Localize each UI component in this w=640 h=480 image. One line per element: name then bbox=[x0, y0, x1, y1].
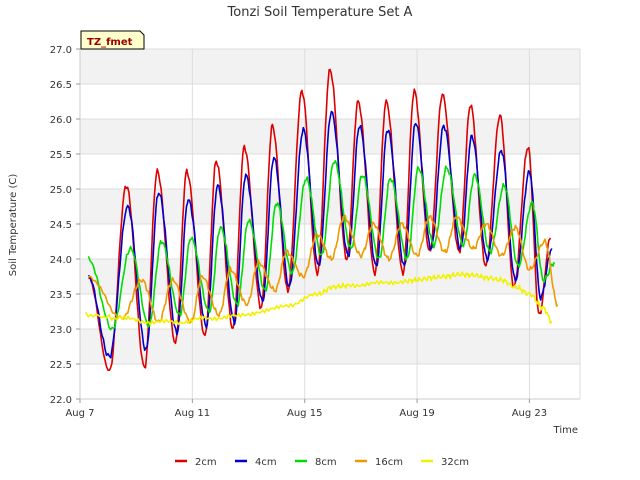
y-tick-label: 26.0 bbox=[50, 115, 72, 126]
y-tick-label: 23.0 bbox=[50, 325, 72, 336]
plot-band bbox=[80, 49, 580, 84]
x-axis-label: Time bbox=[553, 425, 578, 436]
legend-label-2cm: 2cm bbox=[195, 457, 217, 468]
plot-background bbox=[80, 49, 580, 399]
y-tick-label: 22.0 bbox=[50, 395, 72, 406]
x-tick-label: Aug 23 bbox=[512, 408, 547, 419]
x-tick-label: Aug 19 bbox=[399, 408, 434, 419]
series-line-8cm bbox=[87, 159, 556, 331]
y-tick-labels: 22.0 22.5 23.0 23.5 24.0 24.5 25.0 25.5 26.0 26.5… bbox=[50, 45, 80, 406]
x-tick-label: Aug 11 bbox=[175, 408, 210, 419]
legend-label-4cm: 4cm bbox=[255, 457, 277, 468]
series-line-32cm bbox=[84, 271, 553, 326]
legend-label-32cm: 32cm bbox=[441, 457, 469, 468]
plot-band bbox=[80, 329, 580, 364]
plot-band bbox=[80, 224, 580, 259]
series-layer bbox=[84, 68, 559, 372]
series-line-16cm bbox=[88, 214, 559, 324]
plot-band bbox=[80, 364, 580, 399]
x-tick-label: Aug 7 bbox=[65, 408, 94, 419]
y-axis-label: Soil Temperature (C) bbox=[8, 174, 19, 277]
series-line-2cm bbox=[88, 68, 552, 372]
x-tick-label: Aug 15 bbox=[287, 408, 322, 419]
chart-title: Tonzi Soil Temperature Set A bbox=[227, 5, 413, 20]
y-tick-label: 27.0 bbox=[50, 45, 72, 56]
annotation-label: TZ_fmet bbox=[87, 37, 133, 48]
y-tick-label: 23.5 bbox=[50, 290, 72, 301]
y-tick-label: 24.5 bbox=[50, 220, 72, 231]
legend-label-8cm: 8cm bbox=[315, 457, 337, 468]
plot-band bbox=[80, 84, 580, 119]
y-tick-label: 24.0 bbox=[50, 255, 72, 266]
x-tick-labels: Aug 7 Aug 11 Aug 15 Aug 19 Aug 23 bbox=[65, 399, 547, 419]
legend: 2cm 4cm 8cm 16cm 32cm bbox=[175, 457, 469, 468]
y-tick-label: 25.5 bbox=[50, 150, 72, 161]
y-tick-label: 22.5 bbox=[50, 360, 72, 371]
axes bbox=[79, 48, 581, 400]
y-tick-label: 25.0 bbox=[50, 185, 72, 196]
annotation-box: TZ_fmet bbox=[80, 30, 145, 50]
legend-label-16cm: 16cm bbox=[375, 457, 403, 468]
plot-band bbox=[80, 119, 580, 154]
y-tick-label: 26.5 bbox=[50, 80, 72, 91]
